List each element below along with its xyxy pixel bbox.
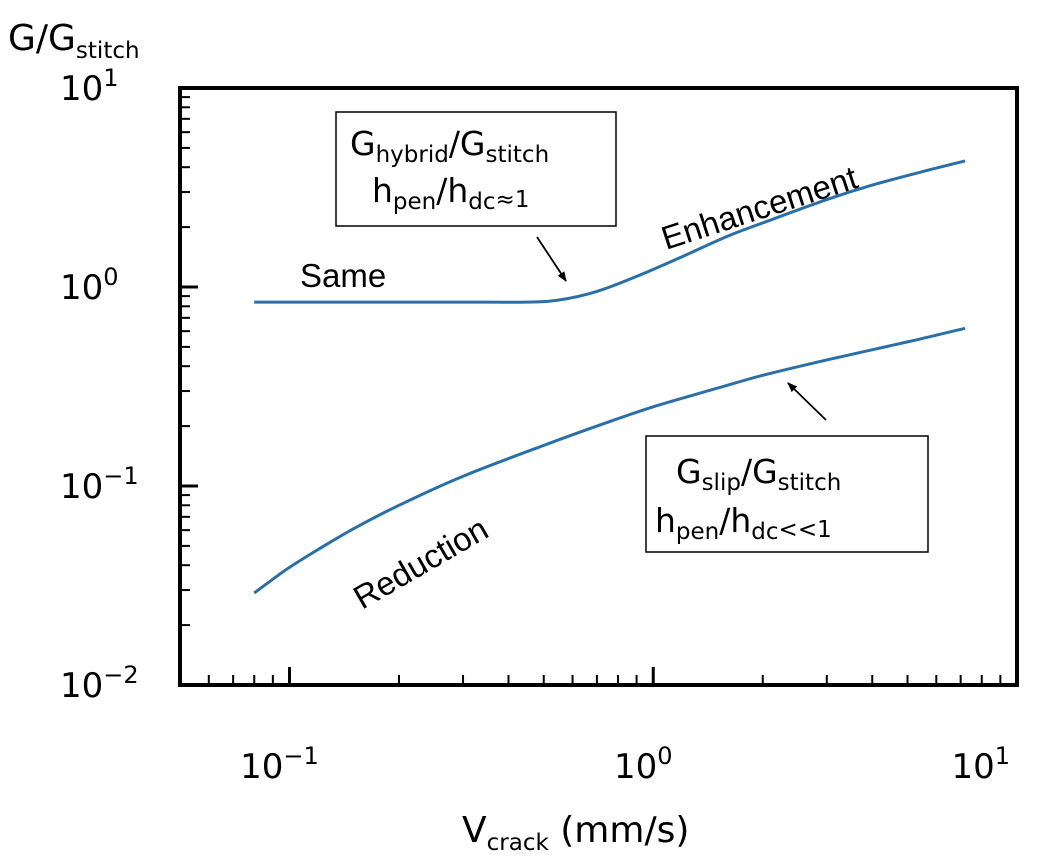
label-box-slip: Gslip/Gstitch hpen/hdc<<1 (645, 435, 929, 553)
axis-ticks (179, 86, 1002, 687)
tick-labels: 10−1 100 101 10−2 10−1 100 101 (60, 64, 1010, 787)
box-slip-line2: hpen/hdc<<1 (655, 501, 832, 545)
series-line-slip (253, 326, 966, 595)
plot-frame (178, 86, 1019, 687)
y-tick-label: 100 (60, 263, 119, 308)
annotation-reduction: Reduction (347, 510, 494, 616)
series-line-hybrid (254, 159, 966, 304)
series-layer (253, 159, 966, 595)
y-tick-label: 101 (60, 64, 119, 109)
x-tick-label: 10−1 (240, 742, 319, 787)
label-box-hybrid: Ghybrid/Gstitch hpen/hdc≈1 (335, 111, 617, 227)
y-axis-label: G/Gstitch (8, 18, 140, 64)
box-hybrid-line1: Ghybrid/Gstitch (350, 124, 549, 168)
x-axis-label: Vcrack (mm/s) (462, 810, 689, 856)
box-hybrid-line2: hpen/hdc≈1 (372, 171, 529, 215)
y-tick-label: 10−1 (60, 462, 139, 507)
annotation-enhancement: Enhancement (657, 159, 862, 257)
arrow-hybrid (536, 236, 567, 282)
arrow-slip (787, 382, 827, 421)
annotation-same: Same (300, 257, 386, 294)
box-slip-line1: Gslip/Gstitch (676, 452, 841, 496)
x-tick-label: 101 (951, 742, 1010, 787)
x-tick-label: 100 (614, 742, 673, 787)
y-tick-label: 10−2 (60, 661, 139, 706)
